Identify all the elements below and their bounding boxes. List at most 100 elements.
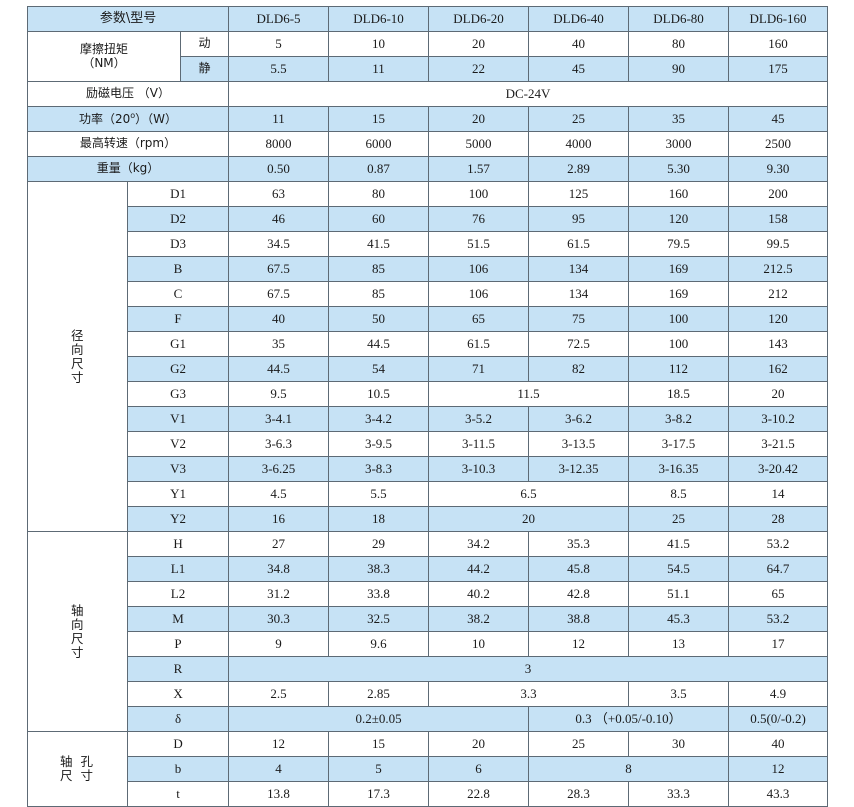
- radial-6-v0: 35: [228, 331, 330, 357]
- rpm-row: 最高转速（rpm） 8000 6000 5000 4000 3000 2500: [26, 131, 829, 157]
- corner-label: 参数\型号: [26, 6, 230, 32]
- bore-1-v2: 6: [428, 756, 530, 782]
- radial-9-v4: 3-8.2: [628, 406, 730, 432]
- radial-2-v4: 79.5: [628, 231, 730, 257]
- radial-11-v5: 3-20.42: [728, 456, 829, 482]
- radial-char-1: 向: [70, 341, 84, 357]
- bore-row-b: b 4 5 6 8 12: [28, 756, 829, 782]
- axial-7-v1: 0.3 （+0.05/-0.10）: [528, 706, 730, 732]
- axial-0-v1: 29: [328, 531, 430, 557]
- axial-3-v1: 32.5: [328, 606, 430, 632]
- radial-row: G1 35 44.5 61.5 72.5 100 143: [28, 331, 829, 357]
- torque-static-5: 175: [728, 56, 829, 82]
- radial-code-1: D2: [126, 206, 230, 232]
- torque-dynamic-5: 160: [728, 31, 829, 57]
- bore-code-2: t: [126, 781, 230, 807]
- radial-4-v0: 67.5: [228, 281, 330, 307]
- axial-1-v2: 44.2: [428, 556, 530, 582]
- rpm-2: 5000: [428, 131, 530, 157]
- bore-label-line1: 轴 孔: [60, 754, 95, 769]
- radial-9-v3: 3-6.2: [528, 406, 630, 432]
- radial-0-v1: 80: [328, 181, 430, 207]
- radial-8-v2: 11.5: [428, 381, 630, 407]
- axial-row: M 30.3 32.5 38.2 38.8 45.3 53.2: [28, 606, 829, 632]
- axial-2-v3: 42.8: [528, 581, 630, 607]
- radial-0-v3: 125: [528, 181, 630, 207]
- axial-row-delta: δ 0.2±0.05 0.3 （+0.05/-0.10） 0.5(0/-0.2): [28, 706, 829, 732]
- rpm-3: 4000: [528, 131, 630, 157]
- radial-code-5: F: [126, 306, 230, 332]
- axial-0-v4: 41.5: [628, 531, 730, 557]
- radial-12-v3: 8.5: [628, 481, 730, 507]
- axial-3-v0: 30.3: [228, 606, 330, 632]
- model-header-4: DLD6-80: [628, 6, 730, 32]
- radial-10-v1: 3-9.5: [328, 431, 430, 457]
- radial-row-g3: G3 9.5 10.5 11.5 18.5 20: [28, 381, 829, 407]
- radial-7-v1: 54: [328, 356, 430, 382]
- radial-2-v1: 41.5: [328, 231, 430, 257]
- table-header-row: 参数\型号 DLD6-5 DLD6-10 DLD6-20 DLD6-40 DLD…: [26, 6, 829, 32]
- torque-static-label: 静: [179, 56, 230, 82]
- axial-5-v0: 3: [228, 656, 829, 682]
- model-header-3: DLD6-40: [528, 6, 630, 32]
- axial-7-v0: 0.2±0.05: [228, 706, 530, 732]
- axial-row: L1 34.8 38.3 44.2 45.8 54.5 64.7: [28, 556, 829, 582]
- radial-row: G2 44.5 54 71 82 112 162: [28, 356, 829, 382]
- radial-1-v2: 76: [428, 206, 530, 232]
- axial-char-1: 向: [70, 616, 84, 632]
- radial-6-v2: 61.5: [428, 331, 530, 357]
- axial-first-row: 轴 向 尺 寸 H 27 29 34.2 35.3 41.5 53.2: [27, 531, 829, 732]
- torque-dynamic-2: 20: [428, 31, 530, 57]
- model-header-1: DLD6-10: [328, 6, 430, 32]
- axial-4-v0: 9: [228, 631, 330, 657]
- radial-3-v2: 106: [428, 256, 530, 282]
- voltage-value: DC-24V: [228, 81, 829, 107]
- radial-5-v4: 100: [628, 306, 730, 332]
- radial-13-v2: 20: [428, 506, 630, 532]
- radial-5-v3: 75: [528, 306, 630, 332]
- power-5: 45: [728, 106, 829, 132]
- radial-code-13: Y2: [126, 506, 230, 532]
- radial-code-12: Y1: [126, 481, 230, 507]
- radial-code-8: G3: [126, 381, 230, 407]
- radial-9-v2: 3-5.2: [428, 406, 530, 432]
- radial-5-v1: 50: [328, 306, 430, 332]
- radial-row-y2: Y2 16 18 20 25 28: [28, 506, 829, 532]
- torque-static-2: 22: [428, 56, 530, 82]
- model-header-5: DLD6-160: [728, 6, 829, 32]
- axial-row: P 9 9.6 10 12 13 17: [28, 631, 829, 657]
- axial-6-v4: 4.9: [728, 681, 829, 707]
- radial-6-v4: 100: [628, 331, 730, 357]
- radial-10-v4: 3-17.5: [628, 431, 730, 457]
- power-1: 15: [328, 106, 430, 132]
- torque-dynamic-row: 摩擦扭矩 （NM） 动 5 10 20 40 80 160: [27, 31, 829, 82]
- power-4: 35: [628, 106, 730, 132]
- axial-0-v0: 27: [228, 531, 330, 557]
- radial-code-11: V3: [126, 456, 230, 482]
- radial-row: F 40 50 65 75 100 120: [28, 306, 829, 332]
- radial-12-v2: 6.5: [428, 481, 630, 507]
- radial-3-v1: 85: [328, 256, 430, 282]
- radial-10-v2: 3-11.5: [428, 431, 530, 457]
- axial-2-v4: 51.1: [628, 581, 730, 607]
- radial-8-v4: 20: [728, 381, 829, 407]
- axial-2-v5: 65: [728, 581, 829, 607]
- radial-code-2: D3: [126, 231, 230, 257]
- radial-12-v1: 5.5: [328, 481, 430, 507]
- radial-11-v2: 3-10.3: [428, 456, 530, 482]
- axial-char-2: 尺: [70, 630, 84, 646]
- torque-dynamic-0: 5: [228, 31, 330, 57]
- radial-11-v4: 3-16.35: [628, 456, 730, 482]
- axial-1-v5: 64.7: [728, 556, 829, 582]
- radial-3-v5: 212.5: [728, 256, 829, 282]
- radial-4-v1: 85: [328, 281, 430, 307]
- weight-4: 5.30: [628, 156, 730, 182]
- rpm-1: 6000: [328, 131, 430, 157]
- radial-section-label: 径 向 尺 寸: [27, 181, 128, 532]
- radial-12-v4: 14: [728, 481, 829, 507]
- axial-1-v0: 34.8: [228, 556, 330, 582]
- radial-2-v2: 51.5: [428, 231, 530, 257]
- torque-label: 摩擦扭矩 （NM）: [27, 31, 181, 82]
- radial-6-v5: 143: [728, 331, 829, 357]
- axial-code-6: X: [126, 681, 230, 707]
